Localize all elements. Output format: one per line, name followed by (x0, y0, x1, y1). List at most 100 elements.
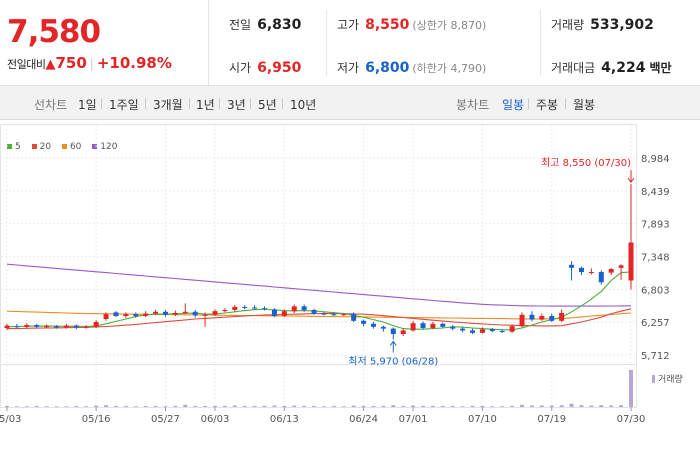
y-tick-label: 6,803 (641, 285, 670, 296)
candle-monthly[interactable]: 월봉 (573, 98, 596, 112)
candle-body (430, 323, 436, 329)
amount-unit: 백만 (649, 61, 672, 75)
legend-ma120-label: 120 (100, 142, 118, 152)
period-5y[interactable]: 5년 (258, 98, 277, 112)
x-tick-label: 07/01 (399, 414, 428, 425)
candle-body (182, 311, 188, 313)
legend-ma20-label: 20 (39, 142, 52, 152)
candle-body (24, 325, 30, 327)
candle-body (618, 265, 624, 268)
lower-limit-note: (하한가 4,790) (412, 62, 487, 75)
prev-close-value: 6,830 (257, 17, 302, 33)
y-tick-label: 7,893 (641, 220, 670, 231)
y-tick-label: 8,984 (641, 154, 670, 165)
volume-bar (173, 405, 178, 407)
volume-bar (143, 405, 148, 407)
volume-label: 거래량 (551, 18, 585, 32)
open-value: 6,950 (257, 60, 302, 76)
candle-body (529, 314, 535, 320)
legend-ma60-label: 60 (69, 142, 82, 152)
high-annotation: 최고 8,550 (07/30) (541, 157, 631, 169)
candle-body (271, 309, 277, 316)
period-bar: 선차트 1일 1주일 3개월 1년 3년 5년 10년 봉차트 일봉 주봉 월봉 (0, 86, 700, 120)
candle-body (331, 314, 337, 316)
x-tick-label: 05/03 (0, 414, 21, 425)
volume-bar (54, 406, 59, 407)
period-1y[interactable]: 1년 (196, 98, 215, 112)
candle-body (361, 320, 367, 324)
legend-ma120: 120 (92, 142, 117, 152)
candle-body (133, 314, 139, 316)
divider (101, 98, 102, 109)
volume-bar (529, 405, 534, 407)
low-label: 저가 (337, 61, 360, 75)
legend-ma5-label: 5 (15, 142, 21, 152)
volume-bar (619, 405, 624, 407)
volume-bar (272, 405, 277, 407)
volume-bar (331, 405, 336, 407)
period-3m[interactable]: 3개월 (153, 98, 183, 112)
volume-bar (282, 405, 287, 407)
volume-bar (213, 405, 217, 407)
candle-body (252, 307, 258, 309)
x-tick-label: 05/16 (82, 414, 111, 425)
divider (282, 98, 283, 109)
high-price: 고가 8,550 (상한가 8,870) (337, 16, 486, 33)
volume-bar (401, 405, 406, 407)
volume-bar (569, 403, 574, 407)
volume-bar (133, 406, 138, 407)
candle-body (479, 329, 485, 333)
candle-weekly[interactable]: 주봉 (536, 98, 559, 112)
candle-body (410, 323, 416, 331)
candle-daily[interactable]: 일봉 (502, 98, 525, 112)
candle-body (470, 330, 476, 333)
candle-body (628, 242, 634, 281)
volume-bar (183, 404, 188, 407)
low-annotation-arrowhead (389, 340, 397, 346)
period-1d[interactable]: 1일 (78, 98, 97, 112)
open-price: 시가 6,950 (229, 59, 301, 76)
volume-bar (341, 406, 346, 407)
candle-body (390, 328, 396, 335)
period-3y[interactable]: 3년 (227, 98, 246, 112)
volume-bar (163, 406, 168, 407)
quote-panel: 7,580 전일대비▲750 | +10.98% 전일 6,830 고가 8,550 (상… (0, 0, 700, 86)
x-tick-label: 07/10 (468, 414, 497, 425)
period-1w[interactable]: 1주일 (109, 98, 139, 112)
candle-body (123, 314, 129, 316)
candle-body (103, 314, 109, 319)
candle-body (34, 325, 40, 327)
candle-body (420, 323, 426, 329)
candle-body (143, 313, 149, 316)
divider (565, 98, 566, 109)
volume-bar (460, 406, 465, 407)
price-box: 7,580 전일대비▲750 | +10.98% (0, 0, 209, 86)
volume-swatch (652, 375, 655, 383)
candle-body (113, 312, 119, 316)
volume-bar (371, 405, 376, 407)
x-tick-label: 05/27 (151, 414, 180, 425)
candle-body (608, 269, 614, 273)
x-tick-label: 07/30 (617, 414, 646, 425)
volume-bar (609, 405, 614, 407)
candle-body (291, 306, 297, 312)
change-percent: +10.98% (96, 54, 172, 72)
candle-body (262, 308, 268, 310)
legend-ma20: 20 (31, 142, 52, 152)
price-chart[interactable]: 5,712 6,257 6,803 7,348 7,893 8,439 8,984 05/03… (0, 120, 700, 450)
candle-body (351, 314, 357, 321)
high-value: 8,550 (365, 17, 410, 33)
ma5-line (6, 271, 632, 331)
volume-bar (64, 406, 69, 407)
volume-bar (5, 405, 9, 407)
volume-bar (391, 405, 396, 407)
candle-body (499, 331, 505, 333)
volume-bar (421, 405, 425, 407)
divider (219, 98, 220, 109)
period-10y[interactable]: 10년 (290, 98, 317, 112)
volume-bar (74, 405, 79, 407)
candle-body (162, 311, 168, 315)
candle-body (63, 325, 69, 328)
x-tick-label: 07/19 (537, 414, 566, 425)
ma5-swatch (7, 144, 12, 149)
